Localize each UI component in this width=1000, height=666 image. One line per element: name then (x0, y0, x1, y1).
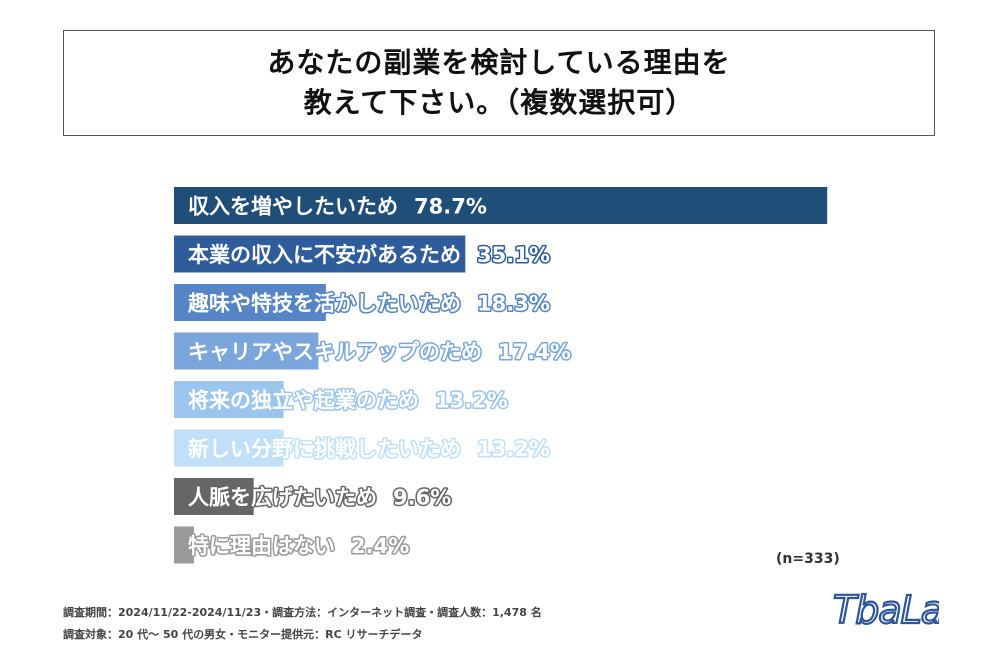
bar-7 (174, 478, 254, 515)
bar-6 (174, 429, 284, 467)
bar-label-6: 新しい分野に挑戦したいため 13.2% (188, 437, 550, 461)
sample-size-note: (n=333) (776, 551, 840, 567)
title-box: あなたの副業を検討している理由を 教えて下さい。（複数選択可） (63, 30, 935, 136)
category-label: 人脈を広げたいため (188, 486, 377, 510)
survey-footnote-1: 調査期間：2024/11/22-2024/11/23・調査方法：インターネット調… (63, 606, 542, 619)
bar-2 (174, 235, 466, 273)
bar-label-1: 収入を増やしたいため 78.7% (188, 195, 487, 219)
bar-5 (174, 381, 284, 418)
bar-4 (174, 332, 319, 370)
bar-1 (174, 187, 828, 224)
category-label: 本業の収入に不安があるため (188, 243, 461, 267)
bar-label-8: 特に理由はない 2.4% (188, 534, 409, 558)
value-label: 35.1% (477, 243, 550, 267)
value-label: 18.3% (477, 292, 550, 316)
category-label: 将来の独立や起業のため (188, 389, 419, 413)
category-label: キャリアやスキルアップのため (188, 340, 482, 364)
category-label: 特に理由はない (188, 534, 335, 558)
bar-3 (174, 284, 326, 321)
bar-label-5: 将来の独立や起業のため 13.2% (188, 389, 508, 413)
value-label: 78.7% (414, 195, 487, 219)
value-label: 9.6% (393, 486, 451, 510)
bar-label-4: キャリアやスキルアップのため 17.4% (188, 340, 571, 364)
bar-label-2: 本業の収入に不安があるため 35.1% (188, 243, 550, 267)
title-line-1: あなたの副業を検討している理由を (267, 46, 731, 79)
bar-8 (174, 526, 194, 564)
survey-footnote-2: 調査対象：20 代～ 50 代の男女・モニター提供元：RC リサーチデータ (63, 628, 423, 641)
brand-logo: TbaLance (832, 587, 939, 633)
category-label: 収入を増やしたいため (188, 195, 398, 219)
bar-label-7: 人脈を広げたいため 9.6% (188, 486, 451, 510)
title-line-2: 教えて下さい。（複数選択可） (303, 86, 695, 119)
logo-text: TbaLance (833, 588, 939, 632)
category-label: 新しい分野に挑戦したいため (188, 437, 461, 461)
value-label: 17.4% (498, 340, 571, 364)
category-label: 趣味や特技を活かしたいため (187, 292, 461, 316)
value-label: 13.2% (477, 437, 550, 461)
bar-label-3: 趣味や特技を活かしたいため 18.3% (187, 292, 550, 316)
value-label: 2.4% (351, 534, 409, 558)
value-label: 13.2% (435, 389, 508, 413)
